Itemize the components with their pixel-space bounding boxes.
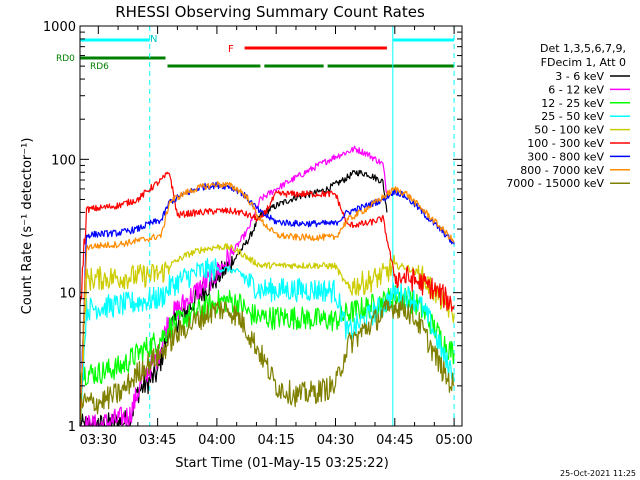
x-axis-label: Start Time (01-May-15 03:25:22) bbox=[175, 456, 389, 471]
series-lines bbox=[79, 145, 455, 427]
x-tick-label: 03:45 bbox=[139, 433, 176, 448]
legend-label-8: 800 - 7000 keV bbox=[520, 164, 604, 177]
chart-title: RHESSI Observing Summary Count Rates bbox=[115, 3, 425, 21]
legend-label-9: 7000 - 15000 keV bbox=[506, 177, 604, 190]
plot-frame bbox=[79, 25, 463, 427]
x-tick-label: 03:30 bbox=[80, 433, 117, 448]
x-tick-label: 04:15 bbox=[257, 433, 294, 448]
timestamp: 25-Oct-2021 11:25 bbox=[560, 469, 636, 478]
series-line-2 bbox=[80, 145, 388, 427]
axes: 03:30 03:45 04:00 04:15 04:30 04:45 05:00 1 10 10… bbox=[43, 20, 473, 448]
annotation-rd0: RD0 bbox=[56, 54, 75, 64]
legend-header-line-1: Det 1,3,5,6,7,9, bbox=[540, 42, 626, 55]
series-line-9 bbox=[79, 296, 455, 415]
x-tick-label: 05:00 bbox=[435, 433, 472, 448]
series-line-6 bbox=[79, 171, 455, 312]
series-line-4 bbox=[79, 257, 455, 421]
x-tick-label: 04:45 bbox=[376, 433, 413, 448]
series-line-3 bbox=[79, 285, 455, 386]
annotation-f: F bbox=[228, 44, 234, 55]
y-axis-label: Count Rate (s⁻¹ detector⁻¹) bbox=[20, 138, 35, 315]
series-line-7 bbox=[79, 181, 455, 427]
legend-label-7: 300 - 800 keV bbox=[527, 150, 604, 163]
y-tick-label: 1000 bbox=[43, 20, 76, 35]
legend-label-4: 25 - 50 keV bbox=[541, 110, 604, 123]
legend-label-2: 6 - 12 keV bbox=[548, 83, 604, 96]
y-tick-label: 1 bbox=[68, 420, 76, 435]
legend-label-5: 50 - 100 keV bbox=[534, 124, 604, 137]
series-line-8 bbox=[79, 180, 455, 426]
x-tick-label: 04:00 bbox=[198, 433, 235, 448]
y-tick-label: 100 bbox=[51, 153, 76, 168]
legend-label-1: 3 - 6 keV bbox=[555, 70, 604, 83]
y-tick-label: 10 bbox=[59, 287, 76, 302]
annotation-n: N bbox=[150, 34, 157, 45]
legend-label-6: 100 - 300 keV bbox=[527, 137, 604, 150]
legend-label-3: 12 - 25 keV bbox=[541, 97, 604, 110]
series-line-5 bbox=[79, 243, 455, 421]
annotation-rd6: RD6 bbox=[90, 62, 109, 72]
legend-header-line-2: FDecim 1, Att 0 bbox=[541, 56, 626, 69]
x-tick-label: 04:30 bbox=[317, 433, 354, 448]
